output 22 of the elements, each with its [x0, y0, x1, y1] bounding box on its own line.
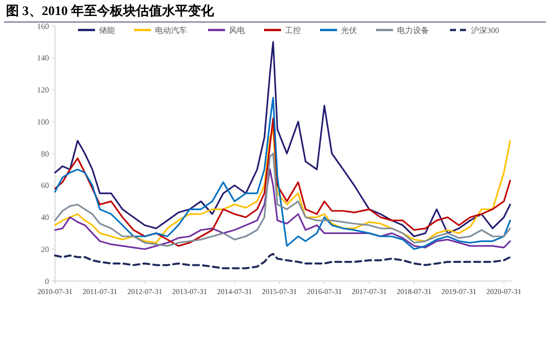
legend-label: 电力设备	[397, 26, 429, 35]
y-tick-label: 20	[41, 244, 49, 254]
y-tick-label: 60	[41, 181, 49, 190]
y-tick-label: 120	[37, 86, 49, 95]
y-tick-label: 80	[41, 149, 49, 158]
line-series	[54, 252, 512, 270]
y-tick-label: 40	[41, 213, 49, 222]
chart-title: 图 3、2010 年至今板块估值水平变化	[6, 3, 215, 18]
y-tick-label: 0	[45, 276, 49, 286]
legend-label: 沪深300	[471, 26, 499, 35]
y-tick-label: 140	[37, 54, 49, 63]
legend-label: 工控	[285, 26, 301, 35]
line-series	[54, 41, 511, 238]
y-tick-label: 160	[37, 22, 49, 31]
line-series	[54, 96, 511, 250]
legend-label: 光伏	[341, 26, 357, 35]
line-series	[54, 168, 511, 250]
legend-label: 储能	[99, 26, 115, 35]
legend-label: 电动汽车	[155, 26, 187, 35]
line-series	[54, 152, 511, 247]
legend-label: 风电	[229, 26, 245, 35]
y-tick-label: 100	[37, 117, 49, 126]
